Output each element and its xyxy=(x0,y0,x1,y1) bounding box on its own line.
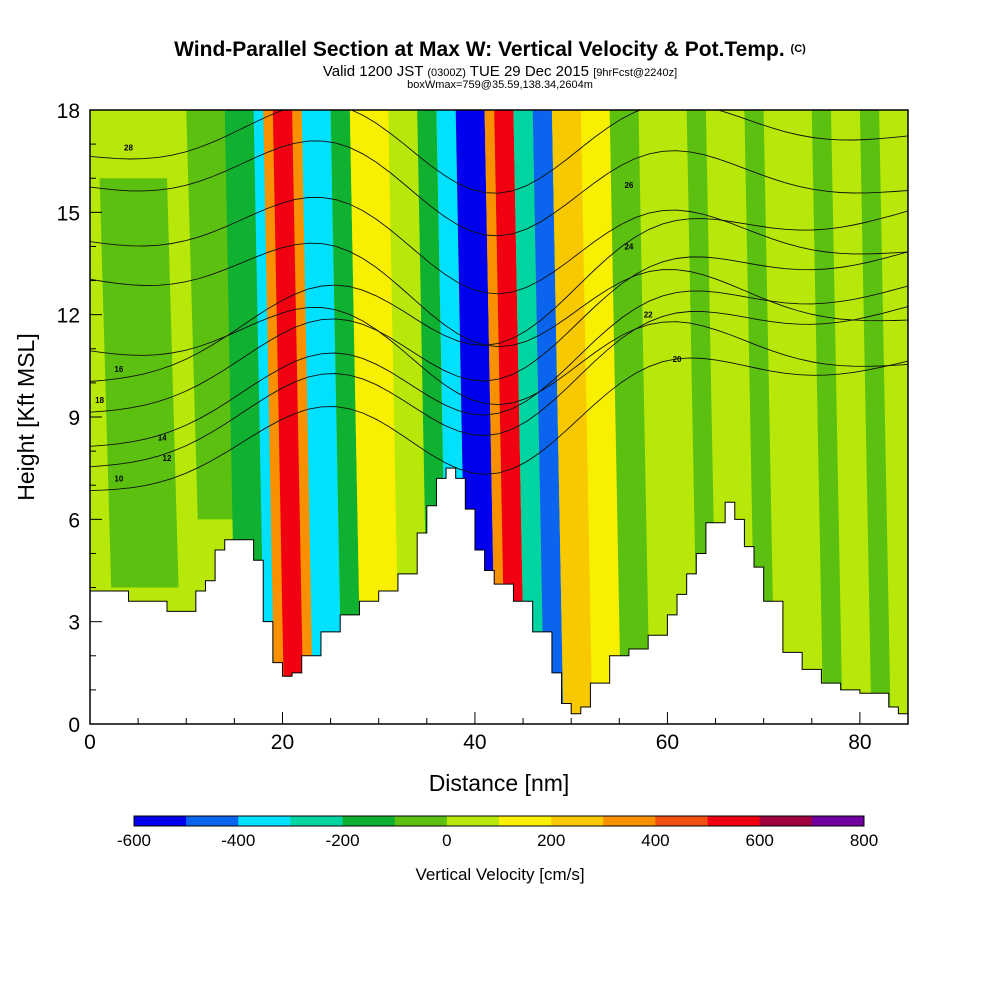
y-tick-label: 6 xyxy=(68,509,80,532)
colorbar-label: Vertical Velocity [cm/s] xyxy=(415,865,584,884)
colorbar-tick-label: 800 xyxy=(850,831,878,850)
terrain-layer xyxy=(90,467,908,724)
velocity-band xyxy=(272,110,304,724)
velocity-band xyxy=(494,110,525,724)
velocity-band xyxy=(484,110,506,724)
colorbar-tick-label: -200 xyxy=(326,831,360,850)
x-tick-label: 20 xyxy=(271,731,294,754)
theta-contour-label: 24 xyxy=(624,242,633,251)
y-tick-label: 3 xyxy=(68,612,80,635)
colorbar-swatch xyxy=(759,816,813,826)
x-tick-label: 60 xyxy=(656,731,679,754)
subtitle-fcst: [9hrFcst@2240z] xyxy=(593,67,677,79)
velocity-band xyxy=(301,110,343,724)
theta-contour xyxy=(90,285,908,447)
y-tick-label: 9 xyxy=(68,407,80,430)
y-tick-label: 0 xyxy=(68,714,80,737)
velocity-band xyxy=(186,110,237,520)
theta-contour xyxy=(90,110,908,194)
theta-contour-label: 22 xyxy=(644,311,653,320)
velocity-band xyxy=(580,110,622,724)
velocity-band xyxy=(609,110,651,724)
velocity-fill-layer xyxy=(90,110,908,724)
colorbar-tick-label: -400 xyxy=(221,831,255,850)
x-tick-label: 0 xyxy=(84,731,96,754)
theta-contour-label: 16 xyxy=(114,365,123,374)
x-axis-label: Distance [nm] xyxy=(429,770,570,796)
theta-contour-label: 26 xyxy=(624,181,633,190)
theta-contour-label: 14 xyxy=(158,433,167,442)
colorbar: -600 -400 -200 0 200 400 600 800 xyxy=(117,815,878,850)
chart-title-text: Wind-Parallel Section at Max W: Vertical… xyxy=(174,38,785,61)
colorbar-swatch xyxy=(342,816,396,826)
y-tick-label: 12 xyxy=(57,305,80,328)
chart-subtitle-2: boxWmax=759@35.59,138.34,2604m xyxy=(407,79,593,91)
x-tick-label: 40 xyxy=(463,731,486,754)
velocity-band xyxy=(551,110,593,724)
chart-title: Wind-Parallel Section at Max W: Vertical… xyxy=(174,38,806,61)
velocity-band xyxy=(532,110,564,724)
theta-contour xyxy=(90,306,908,468)
theta-label-layer: 10 12 14 16 18 20 22 24 26 28 xyxy=(95,144,682,484)
y-tick-label: 15 xyxy=(57,202,80,225)
chart-title-mark: (C) xyxy=(791,43,807,55)
theta-contour xyxy=(90,251,908,413)
colorbar-tick-label: 0 xyxy=(442,831,451,850)
theta-contour-label: 12 xyxy=(163,454,172,463)
colorbar-swatch xyxy=(290,816,344,826)
colorbar-swatch xyxy=(499,816,552,826)
theta-contour xyxy=(90,357,908,492)
y-tick-label: 18 xyxy=(57,100,80,123)
colorbar-swatch xyxy=(551,816,604,826)
colorbar-swatch xyxy=(655,816,709,826)
terrain-mask xyxy=(90,467,908,724)
colorbar-swatch xyxy=(603,816,656,826)
colorbar-swatch xyxy=(238,816,291,826)
theta-contour-label: 10 xyxy=(114,474,123,483)
colorbar-swatch xyxy=(134,816,187,826)
subtitle-zulu: (0300Z) xyxy=(427,67,466,79)
theta-contour xyxy=(90,196,908,295)
colorbar-swatch xyxy=(446,816,500,826)
theta-contour-label: 18 xyxy=(95,396,104,405)
colorbar-tick-label: 600 xyxy=(746,831,774,850)
velocity-band xyxy=(811,110,843,724)
subtitle-date: TUE 29 Dec 2015 xyxy=(470,63,589,80)
theta-contour xyxy=(90,140,908,237)
velocity-band xyxy=(513,110,545,724)
colorbar-swatch xyxy=(394,816,448,826)
colorbar-swatch xyxy=(811,816,865,826)
velocity-band xyxy=(99,178,179,588)
colorbar-tick-label: 400 xyxy=(641,831,669,850)
y-axis-label: Height [Kft MSL] xyxy=(13,333,39,500)
colorbar-swatch xyxy=(707,816,761,826)
chart-subtitle: Valid 1200 JST (0300Z) TUE 29 Dec 2015 [… xyxy=(323,63,677,80)
x-tick-label: 80 xyxy=(848,731,871,754)
velocity-band xyxy=(330,110,362,724)
colorbar-tick-label: -600 xyxy=(117,831,151,850)
velocity-band xyxy=(859,110,891,724)
theta-contour-layer xyxy=(90,110,908,492)
velocity-band xyxy=(349,110,400,724)
theta-contour-label: 20 xyxy=(673,355,682,364)
theta-contour-label: 28 xyxy=(124,144,133,153)
theta-contour xyxy=(90,307,908,406)
theta-contour xyxy=(90,242,908,348)
axes-layer: 0 20 40 60 80 0 3 6 9 12 15 18 xyxy=(57,100,909,754)
colorbar-tick-label: 200 xyxy=(537,831,565,850)
colorbar-frame xyxy=(133,815,865,827)
colorbar-swatch xyxy=(186,816,239,826)
subtitle-valid: Valid 1200 JST xyxy=(323,63,423,80)
velocity-band xyxy=(744,110,776,724)
